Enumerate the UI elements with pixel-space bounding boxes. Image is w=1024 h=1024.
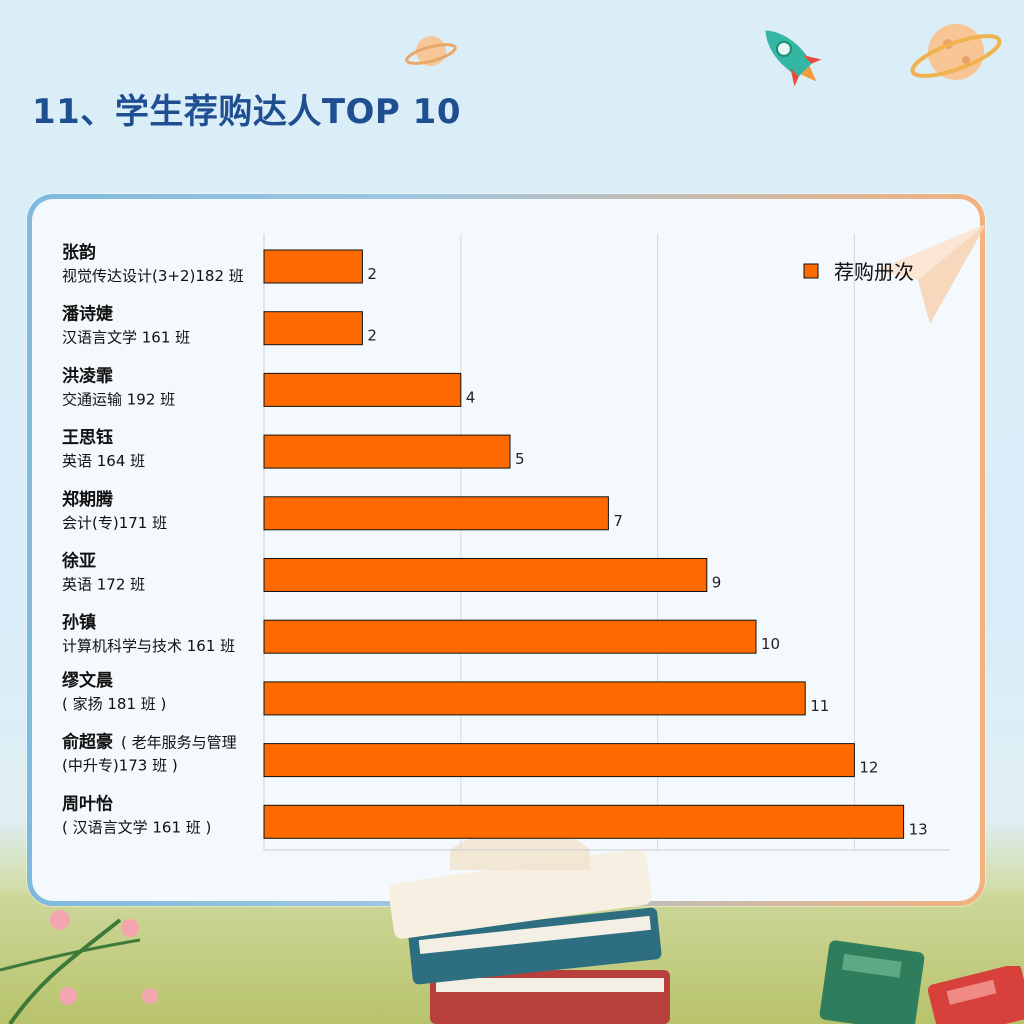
bar [263,804,905,839]
book-green-icon [819,940,925,1024]
category-class-label: ( 汉语言文学 161 班 ) [62,818,211,836]
chart-card [27,194,985,906]
category-class-label: 计算机科学与技术 161 班 [62,637,235,655]
bar-value-label: 11 [810,697,829,715]
bar [263,372,462,407]
category-name-label: 俞超豪 [61,732,113,753]
category-name-label: 洪凌霏 [62,365,113,386]
category-class-label: 交通运输 192 班 [62,390,175,408]
category-class-label: (中升专)173 班 ) [62,757,178,775]
category-class-label: 视觉传达设计(3+2)182 班 [62,267,244,285]
bar [263,619,757,654]
category-name-label: 缪文晨 [62,670,114,691]
bar-value-label: 9 [712,574,722,592]
planet-large-icon [910,24,1002,80]
bar-value-label: 4 [466,388,476,406]
rocket-icon [765,30,822,87]
bar [263,311,363,346]
category-class-label: ( 家扬 181 班 ) [62,695,166,713]
category-name-label: 孙镇 [62,612,96,633]
category-class-label: 英语 164 班 [62,452,145,470]
paper-plane-icon [876,224,986,324]
bar [263,496,609,531]
book-red-icon [928,966,1024,1024]
legend-swatch [803,263,819,279]
bar [263,434,511,469]
category-name-label: 张韵 [62,242,96,263]
bar [263,743,855,778]
planet-small-icon [405,36,457,66]
flowers-icon [0,910,158,1024]
category-class-label: 会计(专)171 班 [62,514,167,532]
bar-value-label: 5 [515,450,525,468]
bar-value-label: 7 [613,512,623,530]
bar-value-label: 13 [909,820,928,838]
bar-value-label: 12 [859,759,878,777]
category-name-label: 周叶怡 [62,793,113,814]
bar [263,681,806,716]
bar-value-label: 2 [367,265,377,283]
category-name-label: 郑期腾 [62,489,114,510]
legend-label: 荐购册次 [834,260,914,284]
page-title: 11、学生荐购达人TOP 10 [32,92,461,132]
category-class-label: 汉语言文学 161 班 [62,329,190,347]
category-name-label: 王思钰 [62,427,113,448]
category-name-label: 徐亚 [61,551,96,572]
category-class-label: ( 老年服务与管理 [121,734,237,752]
category-class-label: 英语 172 班 [62,576,145,594]
bar [263,558,708,592]
category-name-label: 潘诗婕 [62,304,114,325]
bar [263,249,363,284]
bar-value-label: 10 [761,635,780,653]
bar-value-label: 2 [367,327,377,345]
books-stack-icon [390,827,670,1024]
